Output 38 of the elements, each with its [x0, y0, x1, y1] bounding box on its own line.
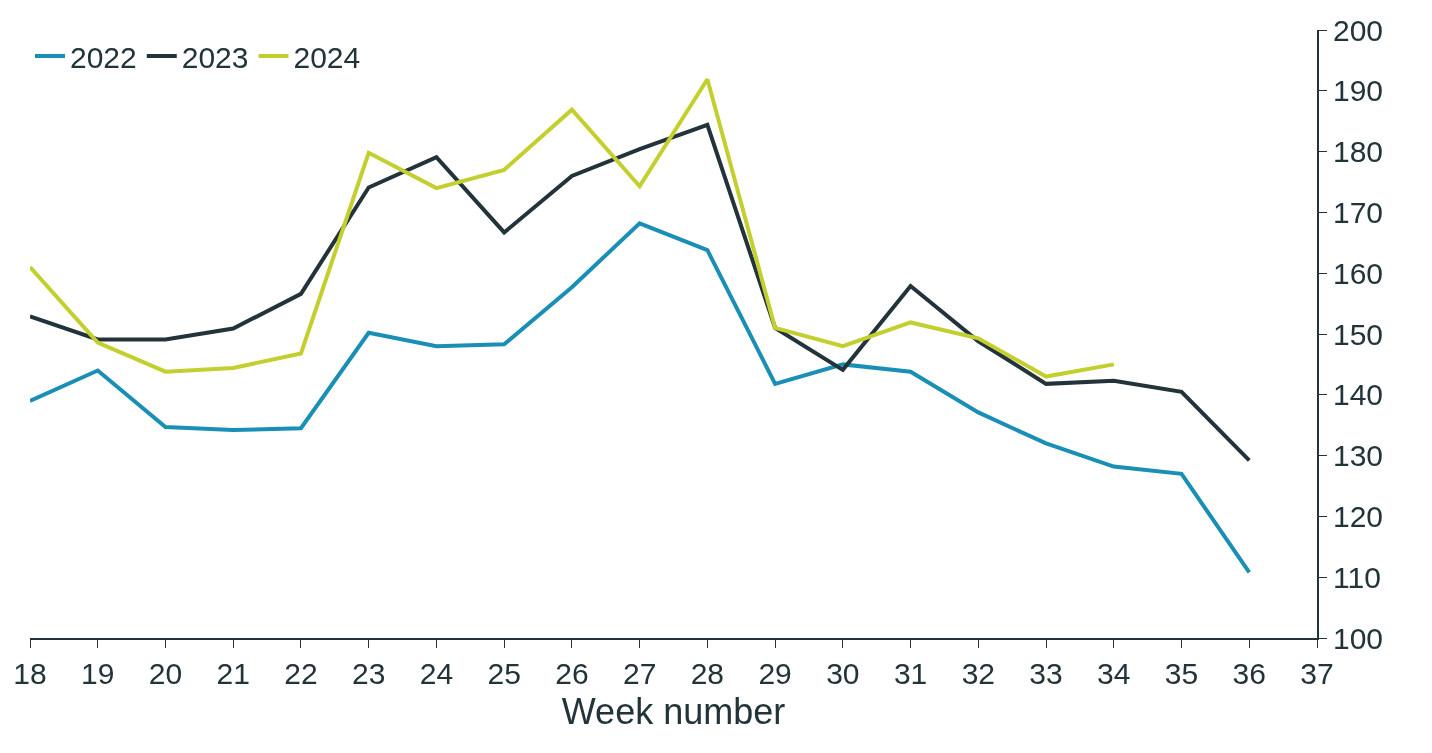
y-tick-label: 110	[1333, 560, 1381, 594]
y-tick-label: 150	[1333, 317, 1384, 351]
x-tick-label: 31	[893, 657, 928, 690]
y-tick-label: 190	[1333, 74, 1384, 108]
line-series	[30, 122, 1252, 463]
x-tick-label: 23	[351, 657, 386, 690]
x-tick-label: 20	[148, 657, 183, 690]
legend-label: 2023	[181, 40, 249, 74]
x-axis-title: Week number	[561, 691, 786, 733]
x-tick-label: 25	[487, 657, 521, 690]
x-tick-label: 29	[758, 657, 792, 690]
line-series	[30, 77, 1116, 379]
x-tick-label: 28	[690, 657, 725, 690]
x-tick-label: 24	[419, 657, 454, 690]
y-tick-label: 170	[1333, 195, 1384, 229]
y-tick-label: 100	[1333, 621, 1384, 655]
x-tick-label: 19	[81, 657, 115, 690]
x-tick-label: 36	[1232, 657, 1266, 690]
y-tick-label: 130	[1333, 439, 1384, 473]
y-tick-label: 180	[1333, 135, 1384, 169]
x-tick-label: 26	[555, 657, 589, 690]
x-tick-label: 34	[1097, 657, 1131, 690]
x-tick-label: 35	[1164, 657, 1199, 690]
x-tick-label: 22	[284, 657, 318, 690]
x-tick-label: 30	[826, 657, 860, 690]
y-tick-label: 140	[1333, 378, 1384, 412]
y-tick-label: 160	[1333, 256, 1384, 290]
x-tick-label: 37	[1300, 657, 1334, 690]
x-tick-label: 33	[1029, 657, 1063, 690]
x-tick-label: 21	[216, 657, 250, 690]
y-tick-label: 120	[1333, 499, 1384, 533]
line-series	[30, 221, 1252, 575]
x-tick-label: 32	[961, 657, 996, 690]
legend-label: 2022	[70, 40, 137, 74]
y-tick-label: 200	[1333, 13, 1384, 47]
x-tick-label: 27	[622, 657, 657, 690]
x-tick-label: 18	[13, 657, 47, 690]
legend-label: 2024	[293, 40, 361, 74]
